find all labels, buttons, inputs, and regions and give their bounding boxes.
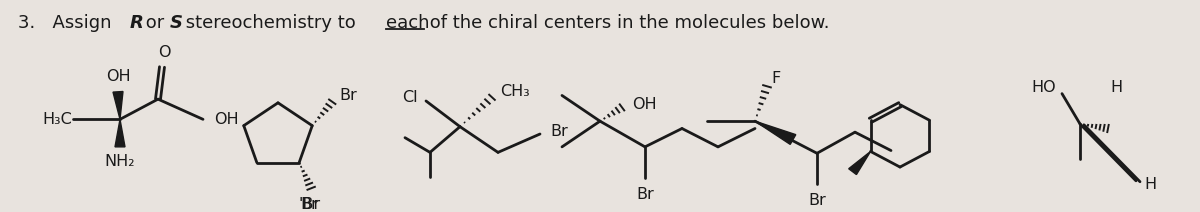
Text: S: S — [170, 14, 182, 32]
Text: R: R — [130, 14, 144, 32]
Text: H₃C: H₃C — [42, 112, 72, 127]
Text: OH: OH — [106, 70, 131, 84]
Text: Br: Br — [300, 197, 318, 212]
Text: Br: Br — [636, 187, 654, 202]
Text: stereochemistry to: stereochemistry to — [180, 14, 361, 32]
Text: each: each — [386, 14, 430, 32]
Text: Br: Br — [340, 88, 356, 103]
Text: OH: OH — [632, 97, 656, 112]
Text: of the chiral centers in the molecules below.: of the chiral centers in the molecules b… — [424, 14, 829, 32]
Text: CH₃: CH₃ — [500, 84, 529, 99]
Text: O: O — [157, 45, 170, 60]
Text: HO: HO — [1031, 80, 1056, 95]
Polygon shape — [115, 119, 125, 147]
Text: Br: Br — [550, 124, 568, 139]
Text: NH₂: NH₂ — [104, 154, 136, 169]
Polygon shape — [113, 92, 122, 119]
Text: H: H — [1110, 80, 1122, 95]
Text: Br: Br — [808, 193, 826, 208]
Text: F: F — [772, 71, 780, 86]
Text: H: H — [1144, 177, 1156, 192]
Text: or: or — [140, 14, 170, 32]
Text: OH: OH — [214, 112, 239, 127]
Text: 'Br: 'Br — [298, 197, 320, 212]
Text: 3.   Assign: 3. Assign — [18, 14, 118, 32]
Polygon shape — [755, 121, 796, 144]
Polygon shape — [848, 151, 870, 174]
Text: Cl: Cl — [402, 90, 418, 105]
